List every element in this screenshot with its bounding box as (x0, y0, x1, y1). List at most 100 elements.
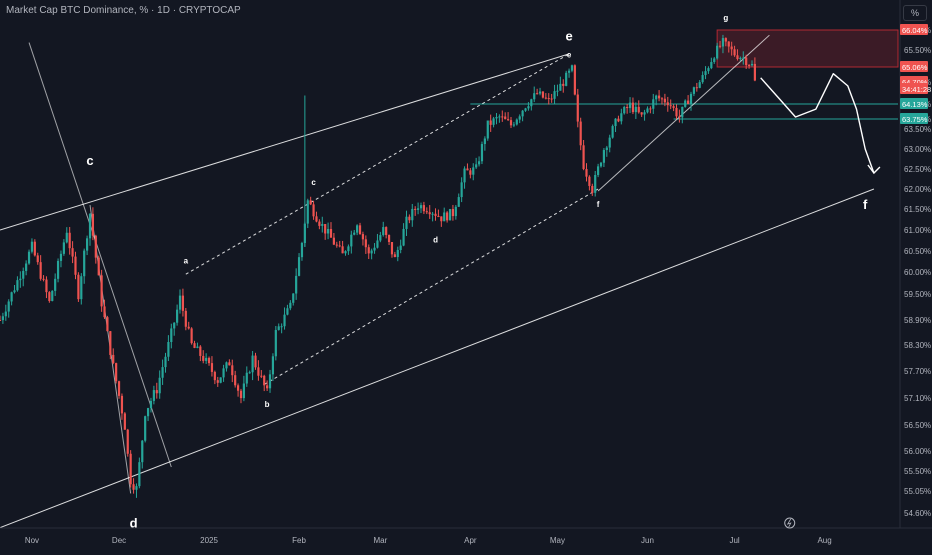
candle[interactable] (51, 290, 54, 302)
candle[interactable] (675, 104, 678, 120)
candle[interactable] (205, 353, 208, 364)
candle[interactable] (115, 362, 118, 384)
candle[interactable] (684, 99, 687, 108)
candle[interactable] (184, 307, 187, 331)
candle[interactable] (483, 136, 486, 151)
candle[interactable] (86, 235, 89, 256)
candle[interactable] (19, 271, 22, 288)
candle[interactable] (286, 304, 289, 316)
candle[interactable] (506, 112, 510, 121)
candle[interactable] (25, 260, 28, 276)
candle[interactable] (567, 68, 571, 78)
candle[interactable] (411, 203, 414, 227)
wedge-upper-line[interactable] (28, 42, 172, 468)
candle[interactable] (254, 352, 257, 370)
candle[interactable] (219, 377, 222, 384)
candle[interactable] (376, 233, 379, 249)
candle[interactable] (457, 193, 460, 208)
candle[interactable] (213, 370, 216, 385)
wave-label-d[interactable]: d (433, 236, 438, 245)
candle[interactable] (466, 163, 469, 171)
candle[interactable] (129, 450, 132, 488)
candle[interactable] (132, 478, 135, 494)
candle[interactable] (30, 238, 34, 254)
candle[interactable] (190, 327, 193, 345)
candle[interactable] (576, 88, 579, 128)
candle[interactable] (16, 276, 19, 292)
candle[interactable] (106, 315, 109, 332)
candle[interactable] (364, 235, 367, 254)
candle[interactable] (681, 106, 684, 124)
candle[interactable] (225, 361, 228, 372)
candle[interactable] (544, 93, 547, 100)
projection-path[interactable] (760, 73, 875, 174)
candle[interactable] (344, 250, 347, 256)
candle[interactable] (10, 291, 13, 306)
candle[interactable] (167, 335, 170, 361)
candle[interactable] (257, 360, 260, 381)
candle[interactable] (97, 255, 100, 276)
candle[interactable] (335, 241, 338, 248)
candle[interactable] (425, 207, 428, 215)
candle[interactable] (631, 97, 635, 115)
candle[interactable] (597, 163, 600, 178)
candle[interactable] (431, 211, 434, 222)
candle[interactable] (266, 380, 269, 392)
candle[interactable] (155, 382, 158, 399)
candle[interactable] (268, 369, 272, 393)
candle[interactable] (530, 98, 533, 111)
candle[interactable] (178, 289, 182, 314)
candle[interactable] (91, 207, 95, 241)
candle[interactable] (713, 56, 716, 64)
wave-label-f[interactable]: f (597, 200, 600, 209)
candle[interactable] (231, 359, 234, 383)
candle[interactable] (234, 370, 237, 388)
candle[interactable] (536, 88, 539, 95)
candle[interactable] (295, 268, 298, 300)
candle[interactable] (559, 76, 562, 91)
candle[interactable] (382, 221, 385, 237)
candle[interactable] (518, 114, 521, 124)
candle[interactable] (750, 60, 754, 67)
candle[interactable] (199, 345, 202, 362)
candle[interactable] (736, 49, 739, 61)
wave-label-b[interactable]: b (265, 400, 270, 409)
candle[interactable] (582, 140, 585, 171)
candle[interactable] (173, 322, 176, 336)
candle[interactable] (585, 163, 588, 182)
candle[interactable] (94, 234, 97, 264)
wave-label-g[interactable]: g (723, 13, 728, 22)
candle[interactable] (71, 241, 74, 264)
candle[interactable] (663, 93, 666, 107)
candle[interactable] (181, 288, 185, 317)
candle[interactable] (358, 222, 362, 235)
candle[interactable] (687, 95, 690, 105)
candle[interactable] (318, 219, 321, 230)
wave-label-f[interactable]: f (863, 197, 868, 212)
candle[interactable] (527, 102, 530, 111)
candle[interactable] (594, 170, 597, 197)
candle[interactable] (251, 350, 254, 381)
candle[interactable] (611, 124, 614, 139)
candle[interactable] (495, 113, 498, 125)
candle[interactable] (7, 299, 10, 318)
candle[interactable] (649, 106, 652, 114)
candle[interactable] (222, 364, 225, 382)
candle[interactable] (292, 293, 295, 306)
candle[interactable] (422, 201, 426, 215)
candle[interactable] (356, 224, 359, 236)
candle[interactable] (707, 66, 710, 74)
candle[interactable] (509, 116, 513, 129)
candle[interactable] (634, 102, 637, 119)
candle[interactable] (475, 157, 478, 170)
candle[interactable] (170, 323, 173, 349)
candle[interactable] (588, 175, 591, 191)
candle[interactable] (501, 110, 504, 122)
candle[interactable] (361, 231, 365, 246)
candle[interactable] (329, 222, 333, 238)
candle[interactable] (428, 205, 431, 219)
candle[interactable] (646, 106, 649, 114)
candle[interactable] (704, 66, 707, 80)
candle[interactable] (695, 82, 698, 92)
